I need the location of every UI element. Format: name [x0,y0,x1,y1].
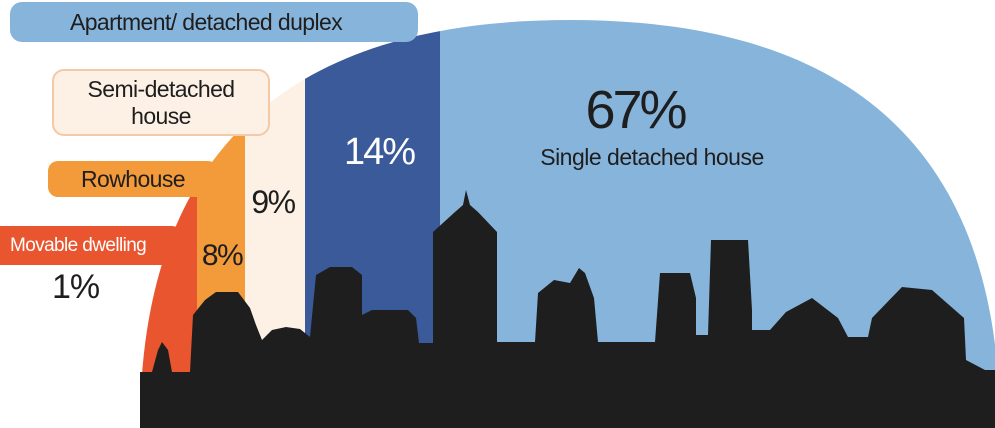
legend-rowhouse: Rowhouse [48,161,218,197]
apartment-pct: 14% [344,131,415,173]
rowhouse-pct: 8% [202,239,243,272]
legend-movable-dwelling: Movable dwelling [0,226,182,265]
semi-detached-pct: 9% [251,184,295,220]
legend-semi-line1: Semi-detached [87,75,236,102]
single-detached-label: Single detached house [540,144,764,170]
legend-semi-detached: Semi-detached house [52,69,270,136]
legend-apartment: Apartment/ detached duplex [10,2,418,42]
city-skyline [140,190,995,428]
legend-semi-line2: house [131,102,191,129]
single-detached-pct: 67% [585,80,686,140]
movable-dwelling-pct: 1% [52,268,100,306]
